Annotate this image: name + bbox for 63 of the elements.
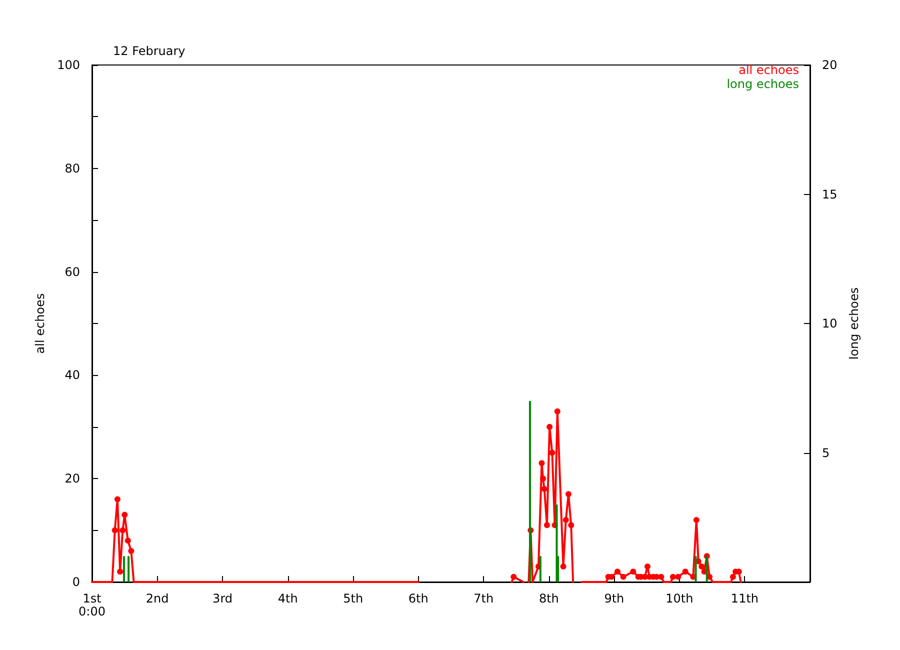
y-tick-label: 0 bbox=[72, 575, 80, 589]
y-tick-label: 80 bbox=[64, 161, 80, 176]
x-tick-label: 10th bbox=[666, 592, 694, 606]
y2-tick-label: 5 bbox=[822, 446, 830, 460]
point bbox=[560, 563, 566, 570]
point bbox=[120, 527, 126, 534]
y-tick-label: 100 bbox=[57, 58, 80, 72]
bar bbox=[122, 556, 125, 582]
x-tick-label: 4th bbox=[278, 592, 298, 606]
y2-tick-label: 15 bbox=[822, 187, 838, 202]
point bbox=[510, 574, 517, 580]
bar bbox=[694, 556, 697, 582]
point bbox=[124, 538, 131, 544]
y-tick-label: 60 bbox=[64, 264, 80, 279]
point bbox=[658, 574, 664, 580]
point bbox=[546, 424, 553, 430]
point bbox=[541, 486, 548, 492]
x-tick-label: 8th bbox=[538, 592, 559, 606]
x-tick-label: 1st 0:00 bbox=[78, 592, 106, 618]
point bbox=[693, 516, 700, 523]
point bbox=[122, 512, 128, 518]
point bbox=[730, 574, 736, 580]
y-tick-label: 20 bbox=[64, 472, 80, 486]
point bbox=[698, 563, 705, 570]
point bbox=[630, 568, 636, 575]
point bbox=[568, 522, 574, 528]
point bbox=[554, 408, 560, 414]
point bbox=[565, 491, 572, 498]
text: long echoes bbox=[726, 77, 799, 91]
bar bbox=[556, 504, 558, 582]
y2-tick-label: 20 bbox=[822, 58, 838, 72]
x-tick-label: 7th bbox=[474, 592, 494, 606]
y-tick-label: 40 bbox=[64, 368, 80, 382]
point bbox=[549, 450, 556, 456]
bar bbox=[128, 556, 130, 582]
y2-tick-label: 10 bbox=[822, 316, 838, 330]
point bbox=[538, 460, 545, 466]
point bbox=[112, 527, 118, 534]
point bbox=[614, 568, 620, 575]
point bbox=[670, 574, 676, 580]
point bbox=[644, 563, 650, 570]
bar bbox=[528, 401, 531, 582]
point bbox=[682, 568, 688, 575]
bar bbox=[539, 556, 542, 582]
chart-title: 12 February bbox=[113, 44, 186, 58]
point bbox=[128, 548, 134, 554]
y2-axis-title: long echoes bbox=[847, 287, 862, 360]
point bbox=[562, 516, 569, 523]
point bbox=[117, 568, 124, 575]
point bbox=[114, 496, 120, 502]
x-tick-label: 6th bbox=[408, 592, 428, 606]
point bbox=[540, 476, 546, 482]
point bbox=[675, 574, 682, 580]
x-tick-label: 3rd bbox=[212, 592, 233, 606]
point bbox=[620, 574, 626, 580]
bar bbox=[706, 556, 708, 582]
point bbox=[544, 522, 550, 528]
x-tick-label: 9th bbox=[604, 592, 624, 606]
x-tick-label: 5th bbox=[343, 592, 364, 606]
x-tick-label: 2nd bbox=[146, 592, 169, 606]
text: all echoes bbox=[738, 63, 799, 77]
y-axis-title: all echoes bbox=[33, 293, 48, 354]
x-tick-label: 11th bbox=[730, 592, 759, 606]
